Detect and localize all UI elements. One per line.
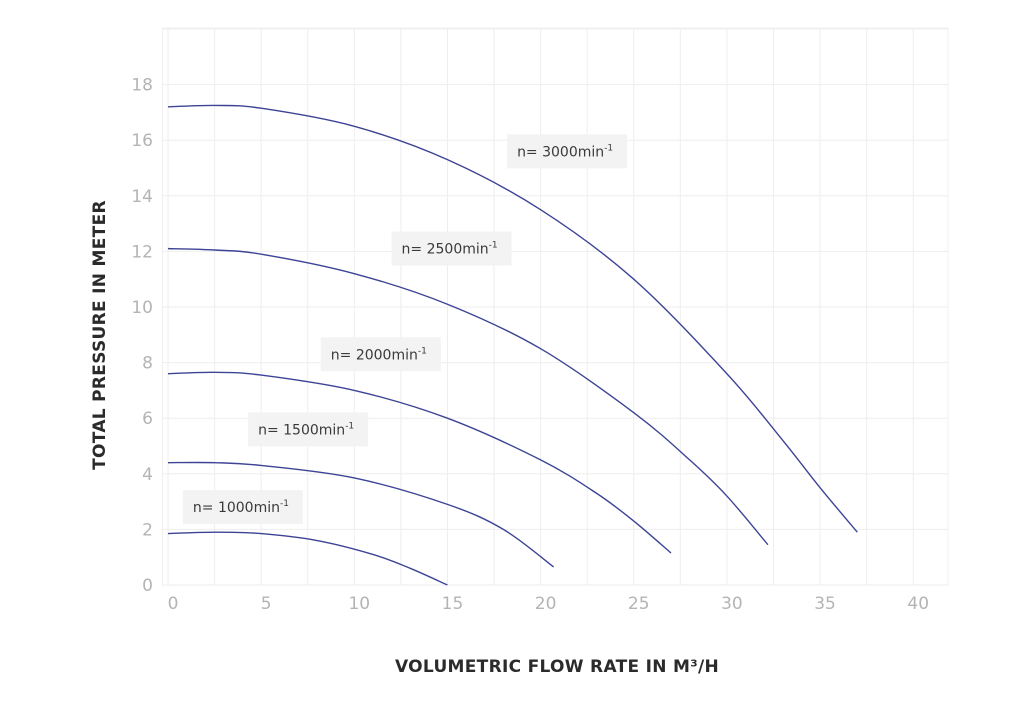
curve-line <box>167 104 858 533</box>
y-axis-ticks: 0 2 4 6 8 10 12 14 16 18 <box>131 76 153 596</box>
y-tick-label: 12 <box>131 242 153 262</box>
x-tick-label: 15 <box>442 594 464 614</box>
svg-text:n= 2000min-1: n= 2000min-1 <box>331 346 427 363</box>
curve-labels: n= 3000min-1 n= 2500min-1 n= 2000min-1 n= 1… <box>182 134 628 525</box>
curve-label: n= 2000min-1 <box>320 337 441 372</box>
y-tick-label: 4 <box>142 465 153 485</box>
svg-text:n= 3000min-1: n= 3000min-1 <box>517 143 613 160</box>
curve-line <box>167 531 448 586</box>
curve-line <box>167 247 769 546</box>
y-tick-label: 10 <box>131 298 153 318</box>
x-tick-label: 25 <box>628 594 650 614</box>
x-tick-label: 20 <box>535 594 557 614</box>
x-axis-ticks: 0 5 10 15 20 25 30 35 40 <box>168 594 929 614</box>
x-tick-label: 0 <box>168 594 179 614</box>
curve-label: n= 1000min-1 <box>182 490 303 525</box>
y-tick-label: 18 <box>131 76 153 96</box>
x-tick-label: 10 <box>348 594 370 614</box>
curve-line <box>167 371 672 554</box>
x-axis-label: VOLUMETRIC FLOW RATE IN M³/H <box>395 657 719 677</box>
svg-text:n= 2500min-1: n= 2500min-1 <box>402 241 498 258</box>
y-axis-label: TOTAL PRESSURE IN METER <box>90 200 110 470</box>
curve-line <box>167 461 555 568</box>
curve-label: n= 1500min-1 <box>248 412 369 447</box>
x-tick-label: 35 <box>814 594 836 614</box>
y-tick-label: 2 <box>142 520 153 540</box>
y-tick-label: 6 <box>142 409 153 429</box>
x-tick-label: 40 <box>907 594 929 614</box>
y-tick-label: 16 <box>131 131 153 151</box>
performance-curves <box>167 104 858 586</box>
svg-text:n= 1000min-1: n= 1000min-1 <box>193 499 289 516</box>
y-tick-label: 8 <box>142 354 153 374</box>
svg-text:n= 1500min-1: n= 1500min-1 <box>258 421 354 438</box>
y-tick-label: 0 <box>142 576 153 596</box>
curve-label: n= 3000min-1 <box>507 134 628 169</box>
curve-label: n= 2500min-1 <box>391 231 512 266</box>
x-tick-label: 30 <box>721 594 743 614</box>
x-tick-label: 5 <box>261 594 272 614</box>
y-tick-label: 14 <box>131 187 153 207</box>
